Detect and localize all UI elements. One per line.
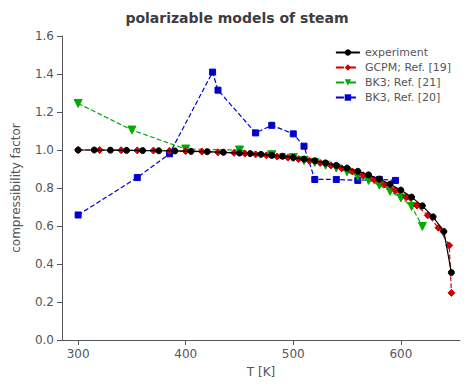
svg-text:600: 600	[389, 347, 412, 361]
svg-text:0.6: 0.6	[35, 219, 54, 233]
svg-text:1.2: 1.2	[35, 105, 54, 119]
svg-text:500: 500	[282, 347, 305, 361]
svg-text:T [K]: T [K]	[246, 365, 275, 379]
svg-text:0.0: 0.0	[35, 333, 54, 347]
svg-text:0.4: 0.4	[35, 257, 54, 271]
svg-text:1.0: 1.0	[35, 143, 54, 157]
svg-text:1.6: 1.6	[35, 29, 54, 43]
svg-text:experiment: experiment	[365, 46, 429, 59]
svg-text:BK3; Ref. [21]: BK3; Ref. [21]	[365, 76, 441, 89]
svg-text:0.2: 0.2	[35, 295, 54, 309]
svg-text:1.4: 1.4	[35, 67, 54, 81]
svg-text:compressibility factor: compressibility factor	[9, 123, 23, 253]
svg-text:300: 300	[67, 347, 90, 361]
svg-text:GCPM; Ref. [19]: GCPM; Ref. [19]	[365, 61, 451, 74]
svg-text:polarizable models of steam: polarizable models of steam	[125, 10, 348, 26]
svg-text:BK3, Ref. [20]: BK3, Ref. [20]	[365, 91, 440, 104]
svg-text:400: 400	[174, 347, 197, 361]
svg-text:0.8: 0.8	[35, 181, 54, 195]
